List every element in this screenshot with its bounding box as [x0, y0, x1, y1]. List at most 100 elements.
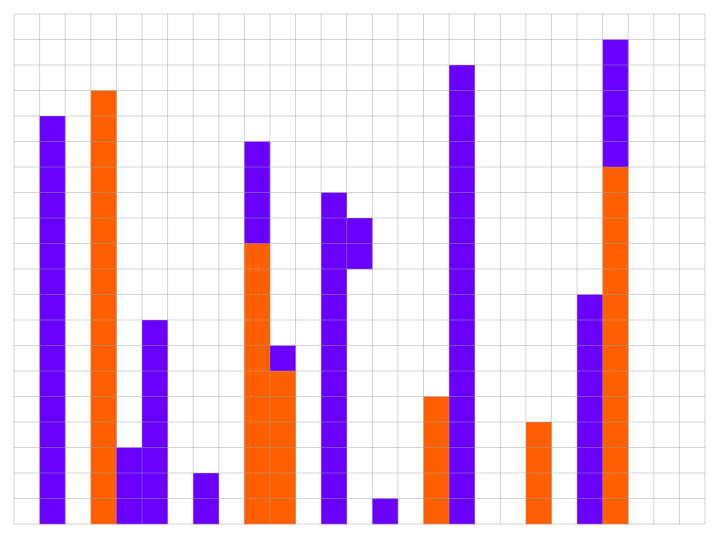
block-cell: [449, 447, 475, 474]
block-cell: [602, 39, 629, 66]
block-cell: [525, 422, 552, 448]
block-cell: [577, 294, 603, 321]
block-cell: [602, 371, 629, 397]
block-cell: [423, 447, 450, 474]
block-cell: [90, 269, 117, 295]
block-cell: [449, 243, 475, 270]
block-cell: [39, 473, 66, 499]
block-cell: [90, 192, 117, 219]
block-cell: [39, 320, 66, 346]
block-cell: [449, 294, 475, 321]
block-cell: [39, 498, 66, 525]
block-cell: [577, 320, 603, 346]
block-cell: [39, 422, 66, 448]
block-cell: [321, 422, 348, 448]
block-cell: [269, 396, 296, 423]
block-cell: [321, 218, 348, 244]
block-cell: [449, 345, 475, 372]
block-cell: [244, 473, 271, 499]
block-cell: [423, 422, 450, 448]
block-cell: [423, 473, 450, 499]
block-cell: [39, 218, 66, 244]
block-cell: [141, 447, 168, 474]
block-cell: [90, 371, 117, 397]
block-cell: [372, 498, 399, 525]
block-cell: [321, 371, 348, 397]
block-cell: [90, 90, 117, 117]
block-cell: [449, 167, 475, 193]
block-cell: [116, 473, 143, 499]
block-cell: [39, 396, 66, 423]
block-cell: [244, 422, 271, 448]
block-cell: [602, 269, 629, 295]
block-cell: [449, 498, 475, 525]
block-cell: [39, 371, 66, 397]
block-cell: [449, 371, 475, 397]
block-cell: [244, 320, 271, 346]
block-cell: [116, 498, 143, 525]
block-cell: [602, 167, 629, 193]
block-cell: [602, 192, 629, 219]
block-cell: [90, 218, 117, 244]
block-cell: [321, 320, 348, 346]
block-cell: [346, 243, 373, 270]
block-cell: [449, 320, 475, 346]
block-cell: [39, 447, 66, 474]
block-cell: [269, 422, 296, 448]
block-cell: [244, 243, 271, 270]
block-cell: [577, 422, 603, 448]
block-cell: [602, 422, 629, 448]
block-cell: [321, 473, 348, 499]
block-cell: [602, 498, 629, 525]
block-cell: [449, 473, 475, 499]
block-cell: [39, 116, 66, 142]
block-cell: [423, 396, 450, 423]
block-cell: [321, 243, 348, 270]
block-cell: [602, 218, 629, 244]
block-cell: [90, 422, 117, 448]
block-cell: [244, 167, 271, 193]
block-cell: [90, 498, 117, 525]
block-cell: [141, 345, 168, 372]
block-cell: [577, 473, 603, 499]
block-cell: [449, 65, 475, 91]
block-cell: [577, 345, 603, 372]
block-cell: [525, 447, 552, 474]
block-cell: [321, 269, 348, 295]
block-cell: [244, 396, 271, 423]
block-cell: [244, 447, 271, 474]
block-cell: [90, 396, 117, 423]
block-cell: [244, 218, 271, 244]
block-cell: [269, 371, 296, 397]
block-cell: [141, 371, 168, 397]
block-cell: [269, 345, 296, 372]
block-cell: [193, 473, 220, 499]
block-cell: [141, 498, 168, 525]
block-cell: [525, 498, 552, 525]
block-cell: [321, 192, 348, 219]
block-cell: [449, 396, 475, 423]
block-cell: [602, 396, 629, 423]
block-cell: [577, 371, 603, 397]
block-cell: [90, 320, 117, 346]
block-cell: [602, 320, 629, 346]
block-cell: [90, 243, 117, 270]
block-cell: [449, 192, 475, 219]
block-cell: [244, 371, 271, 397]
block-cell: [39, 345, 66, 372]
block-cell: [449, 90, 475, 117]
block-cell: [90, 294, 117, 321]
block-cell: [577, 396, 603, 423]
block-cell: [269, 498, 296, 525]
block-cell: [602, 65, 629, 91]
block-cell: [602, 116, 629, 142]
block-cell: [90, 345, 117, 372]
block-cell: [39, 192, 66, 219]
block-cell: [39, 269, 66, 295]
block-cell: [90, 473, 117, 499]
block-cell: [602, 345, 629, 372]
block-cell: [602, 473, 629, 499]
block-cell: [269, 473, 296, 499]
